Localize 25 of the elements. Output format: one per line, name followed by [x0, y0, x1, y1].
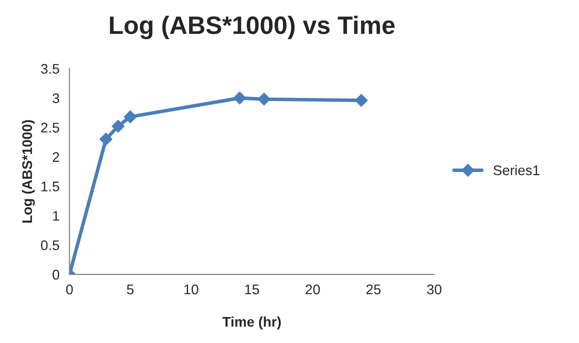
y-tick-label: 0: [52, 270, 60, 280]
y-tick-label: 3: [52, 93, 60, 104]
x-tick-label: 0: [66, 284, 73, 294]
chart-title: Log (ABS*1000) vs Time: [110, 16, 395, 40]
x-tick-label: 5: [126, 284, 134, 294]
x-tick-label: 25: [366, 284, 381, 294]
point: [233, 92, 246, 104]
point: [354, 94, 368, 107]
y-axis-title: Log (ABS*1000): [22, 120, 35, 223]
x-tick-label: 30: [427, 284, 442, 294]
point: [112, 120, 125, 133]
y-tick-label: 1.5: [42, 182, 60, 192]
y-tick-label: 0.5: [40, 240, 60, 250]
x-tick-label: 10: [184, 284, 198, 294]
y-tick-label: 2: [52, 152, 60, 162]
x-axis-title: Time (hr): [222, 316, 281, 330]
point: [258, 92, 270, 106]
point: [124, 110, 137, 124]
y-tick-label: 1: [53, 211, 60, 221]
x-tick-label: 20: [306, 284, 320, 294]
x-tick-label: 15: [245, 284, 260, 294]
y-tick-label: 2.5: [41, 122, 60, 133]
legend-label: Series1: [494, 165, 540, 176]
point: [100, 132, 112, 146]
y-tick-label: 3.5: [40, 64, 60, 74]
